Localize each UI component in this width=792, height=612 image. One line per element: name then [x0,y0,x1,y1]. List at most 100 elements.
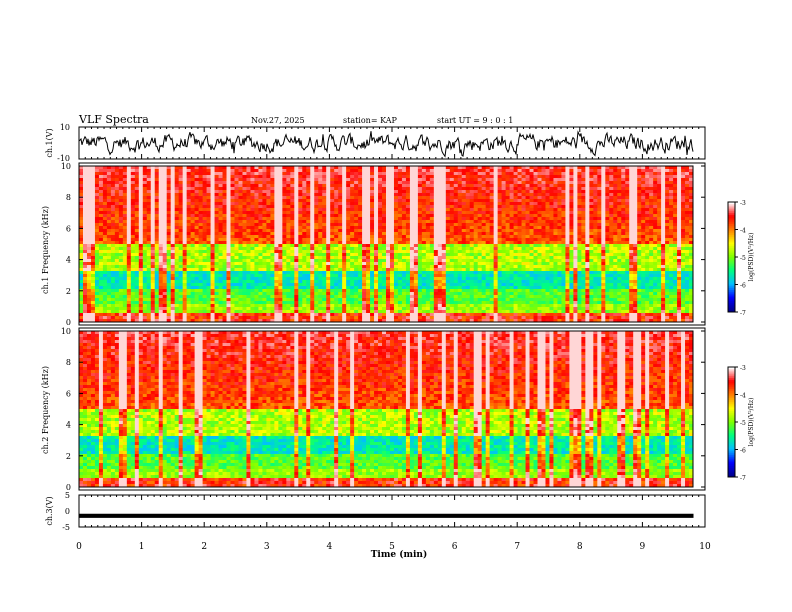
ch1-spectrogram-cell [90,229,96,233]
ch1-spectrogram-cell [214,208,219,212]
ch1-spectrogram-cell [242,241,247,245]
ch1-spectrogram-cell [529,247,534,251]
ch1-spectrogram-cell [657,235,662,239]
ch1-spectrogram-cell [102,175,108,179]
ch1-spectrogram-cell [601,175,606,179]
ch1-spectrogram-cell [665,223,670,227]
ch1-spectrogram-cell [565,235,570,239]
ch1-spectrogram-cell [477,172,483,176]
ch1-spectrogram-cell [629,202,634,206]
ch1-spectrogram-cell [681,169,686,173]
ch1-spectrogram-cell [397,202,403,206]
ch1-spectrogram-cell [226,244,231,248]
ch1-spectrogram-cell [282,235,287,239]
ch1-spectrogram-cell [617,199,622,203]
ch1-spectrogram-cell [206,175,211,179]
ch1-spectrogram-cell [186,184,192,188]
ch1-spectrogram-cell [226,229,231,233]
ch1-spectrogram-cell [433,244,439,248]
ch1-spectrogram-cell [465,190,471,194]
ch1-spectrogram-cell [513,229,518,233]
ch1-spectrogram-cell [366,190,371,194]
ch1-spectrogram-cell [314,217,319,221]
ch1-spectrogram-cell [637,226,642,230]
ch1-spectrogram-cell [222,226,227,230]
ch1-spectrogram-cell [545,247,550,251]
ch1-spectrogram-cell [178,253,184,257]
ch1-spectrogram-cell [657,190,662,194]
ch1-spectrogram-cell [569,241,574,245]
ch1-spectrogram-cell [489,241,495,245]
ch1-spectrogram-cell [445,190,451,194]
ch1-spectrogram-cell [605,250,610,254]
ch1-spectrogram-cell [653,220,658,224]
ch1-spectrogram-cell [489,223,495,227]
ch1-spectrogram-cell [625,181,630,185]
ch1-spectrogram-cell [405,208,411,212]
ch1-spectrogram-cell [98,202,104,206]
ch1-spectrogram-cell [358,169,363,173]
ch1-spectrogram-cell [497,187,503,191]
ch1-spectrogram-cell [310,244,315,248]
ch1-spectrogram-cell [202,172,207,176]
ch1-spectrogram-cell [625,211,630,215]
ch1-spectrogram-cell [465,229,471,233]
ch1-spectrogram-cell [206,223,211,227]
ch1-spectrogram-cell [342,208,347,212]
ch1-spectrogram-cell [593,172,598,176]
ch1-spectrogram-cell [537,187,542,191]
ch1-spectrogram-cell [661,235,666,239]
ch1-spectrogram-cell [669,238,674,242]
ch1-spectrogram-cell [469,256,475,260]
ch1-spectrogram-cell [262,181,267,185]
ch1-spectrogram-cell [481,223,487,227]
ch1-spectrogram-cell [202,208,207,212]
ch1-spectrogram-cell [294,184,299,188]
ch1-spectrogram-cell [198,214,203,218]
ch1-spectrogram-cell [106,202,112,206]
figure-date: Nov.27, 2025 [251,116,305,125]
ch1-spectrogram-cell [138,256,144,260]
ch1-spectrogram-cell [453,250,459,254]
ch1-spectrogram-cell [266,184,271,188]
ch1-spectrogram-cell [629,229,634,233]
ch1-spectrogram-cell [465,208,471,212]
ch1-spectrogram-cell [481,184,487,188]
ch1-spectrogram-cell [270,169,275,173]
ch1-spectrogram-cell [86,181,92,185]
ch1-spectrogram-cell [513,205,518,209]
ch1-spectrogram-cell [306,208,311,212]
ch1-spectrogram-cell [637,187,642,191]
ch1-spectrogram-cell [513,235,518,239]
ch1-spectrogram-cell [370,202,375,206]
ch1-spectrogram-cell [154,211,160,215]
ch1-spectrogram-cell [158,202,164,206]
ch1-spectrogram-cell [230,175,235,179]
ch1-spectrogram-cell [86,214,92,218]
ch1-spectrogram-cell [445,250,451,254]
ch1-spectrogram-cell [653,199,658,203]
ch1-spectrogram-cell [445,226,451,230]
ch1-spectrogram-cell [206,181,211,185]
ch1-spectrogram-cell [401,166,407,170]
ch1-spectrogram-cell [413,199,419,203]
ch1-spectrogram-cell [417,172,423,176]
ch1-spectrogram-cell [457,196,463,200]
ch1-spectrogram-cell [657,208,662,212]
ch1-spectrogram-cell [437,217,443,221]
ch1-spectrogram-cell [282,175,287,179]
ch1-spectrogram-cell [577,193,582,197]
ch1-spectrogram-cell [346,235,351,239]
ch1-spectrogram-cell [338,250,343,254]
ch1-spectrogram-cell [374,199,379,203]
ch1-spectrogram-cell [354,211,359,215]
ch1-spectrogram-cell [477,169,483,173]
ch1-spectrogram-cell [250,250,255,254]
ch1-spectrogram-cell [537,184,542,188]
ch1-spectrogram-cell [409,178,415,182]
ch1-spectrogram-cell [469,253,475,257]
ch1-spectrogram-cell [178,217,184,221]
ch1-spectrogram-cell [150,199,156,203]
ch1-spectrogram-cell [322,244,327,248]
ch1-spectrogram-cell [609,190,614,194]
